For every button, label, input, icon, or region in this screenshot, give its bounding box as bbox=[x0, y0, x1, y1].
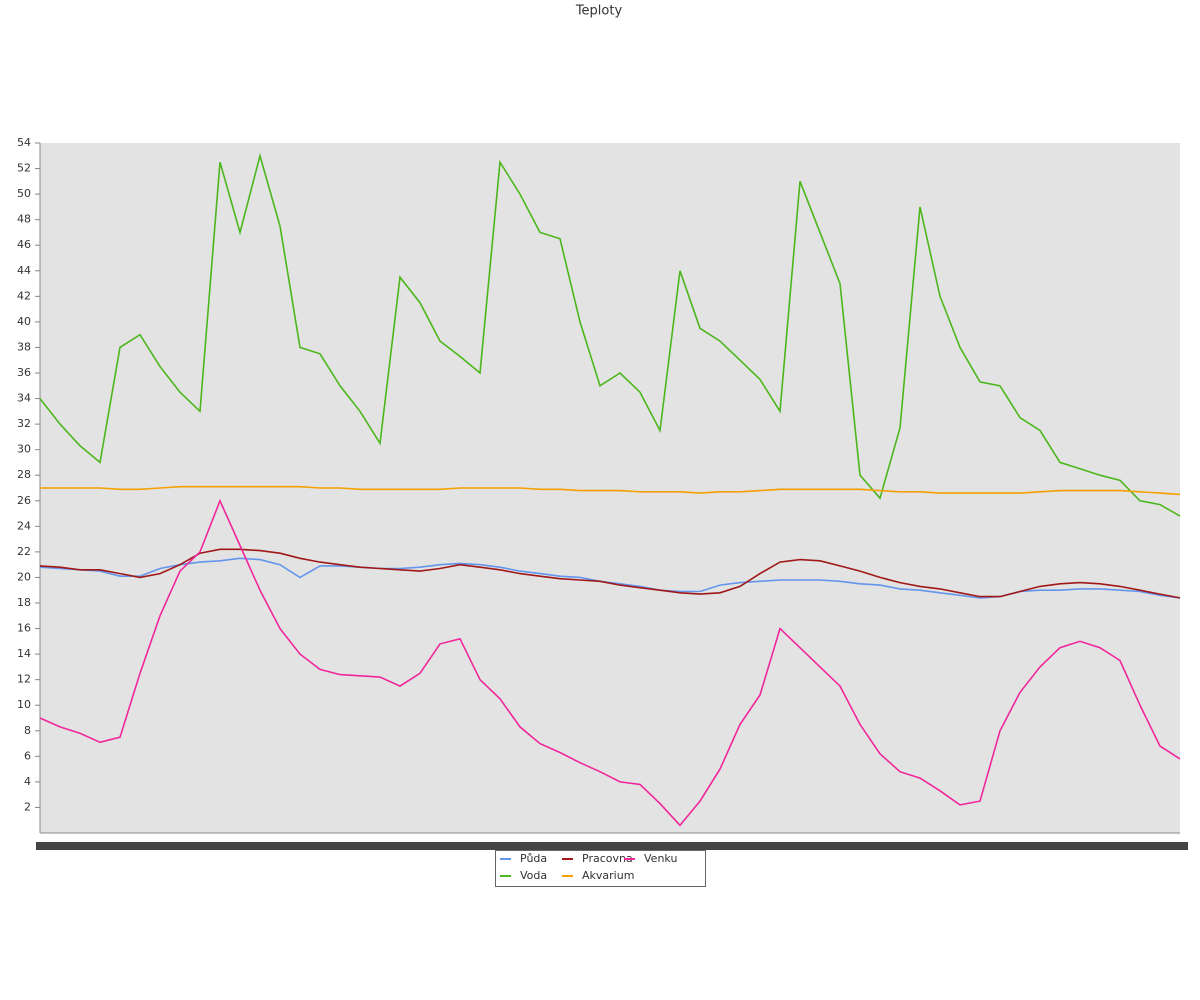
y-tick-label: 4 bbox=[24, 775, 31, 788]
y-tick-label: 40 bbox=[17, 315, 31, 328]
x-label-band bbox=[36, 842, 1188, 850]
legend bbox=[495, 850, 706, 887]
y-tick-label: 52 bbox=[17, 162, 31, 175]
series-line bbox=[39, 498, 1181, 827]
y-tick-label: 8 bbox=[24, 724, 31, 737]
y-tick-label: 46 bbox=[17, 238, 31, 251]
y-tick-label: 32 bbox=[17, 417, 31, 430]
legend-label: Pracovna bbox=[582, 852, 633, 865]
series-line bbox=[39, 152, 1181, 517]
y-tick-label: 30 bbox=[17, 443, 31, 456]
y-tick-label: 24 bbox=[17, 519, 31, 532]
legend-label: Akvarium bbox=[582, 869, 634, 882]
y-tick-label: 10 bbox=[17, 698, 31, 711]
y-tick-label: 48 bbox=[17, 213, 31, 226]
y-tick-label: 42 bbox=[17, 289, 31, 302]
y-tick-label: 6 bbox=[24, 749, 31, 762]
y-tick-label: 16 bbox=[17, 622, 31, 635]
y-tick-label: 20 bbox=[17, 570, 31, 583]
y-tick-label: 28 bbox=[17, 468, 31, 481]
series-line bbox=[40, 485, 1181, 496]
y-tick-label: 2 bbox=[24, 800, 31, 813]
y-tick-label: 50 bbox=[17, 187, 31, 200]
legend-label: Voda bbox=[520, 869, 547, 882]
y-tick-label: 54 bbox=[17, 136, 31, 149]
y-tick-label: 34 bbox=[17, 392, 31, 405]
y-tick-label: 18 bbox=[17, 596, 31, 609]
plot-area bbox=[40, 143, 1180, 833]
y-tick-label: 44 bbox=[17, 264, 31, 277]
y-tick-label: 38 bbox=[17, 340, 31, 353]
y-tick-label: 14 bbox=[17, 647, 31, 660]
legend-label: Půda bbox=[520, 852, 547, 865]
y-tick-label: 22 bbox=[17, 545, 31, 558]
y-tick-label: 12 bbox=[17, 673, 31, 686]
y-tick-label: 36 bbox=[17, 366, 31, 379]
y-tick-label: 26 bbox=[17, 494, 31, 507]
series-line bbox=[39, 548, 1181, 599]
chart-title: Teploty bbox=[575, 4, 623, 19]
legend-label: Venku bbox=[644, 852, 677, 865]
